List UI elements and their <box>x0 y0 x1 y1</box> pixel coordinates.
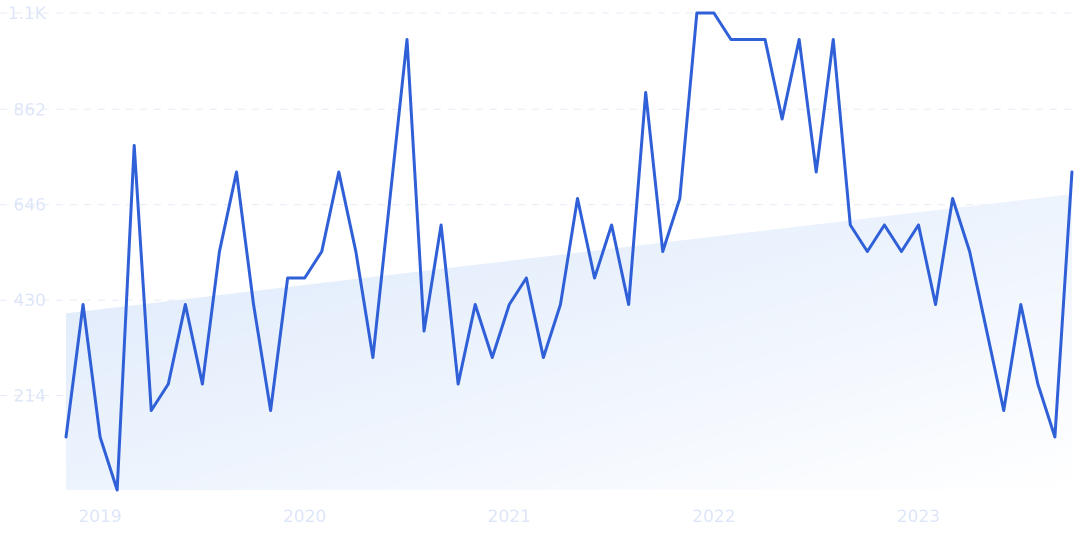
y-tick-label: 646 <box>14 196 46 216</box>
y-axis: 214 430 646 862 1.1K <box>8 4 47 406</box>
y-tick-label: 862 <box>14 100 46 120</box>
trend-area-shape <box>66 194 1072 491</box>
x-tick-label: 2020 <box>283 507 326 527</box>
trend-area <box>66 194 1072 491</box>
x-tick-label: 2023 <box>897 507 940 527</box>
series-line <box>64 11 1074 492</box>
x-tick-label: 2022 <box>692 507 735 527</box>
y-tick-label: 1.1K <box>8 4 47 24</box>
x-tick-label: 2021 <box>488 507 531 527</box>
x-tick-label: 2019 <box>78 507 121 527</box>
y-tick-label: 430 <box>14 291 46 311</box>
x-axis: 2019 2020 2021 2022 2023 <box>78 507 940 527</box>
y-tick-label: 214 <box>14 386 46 406</box>
series-line-group <box>64 11 1074 492</box>
